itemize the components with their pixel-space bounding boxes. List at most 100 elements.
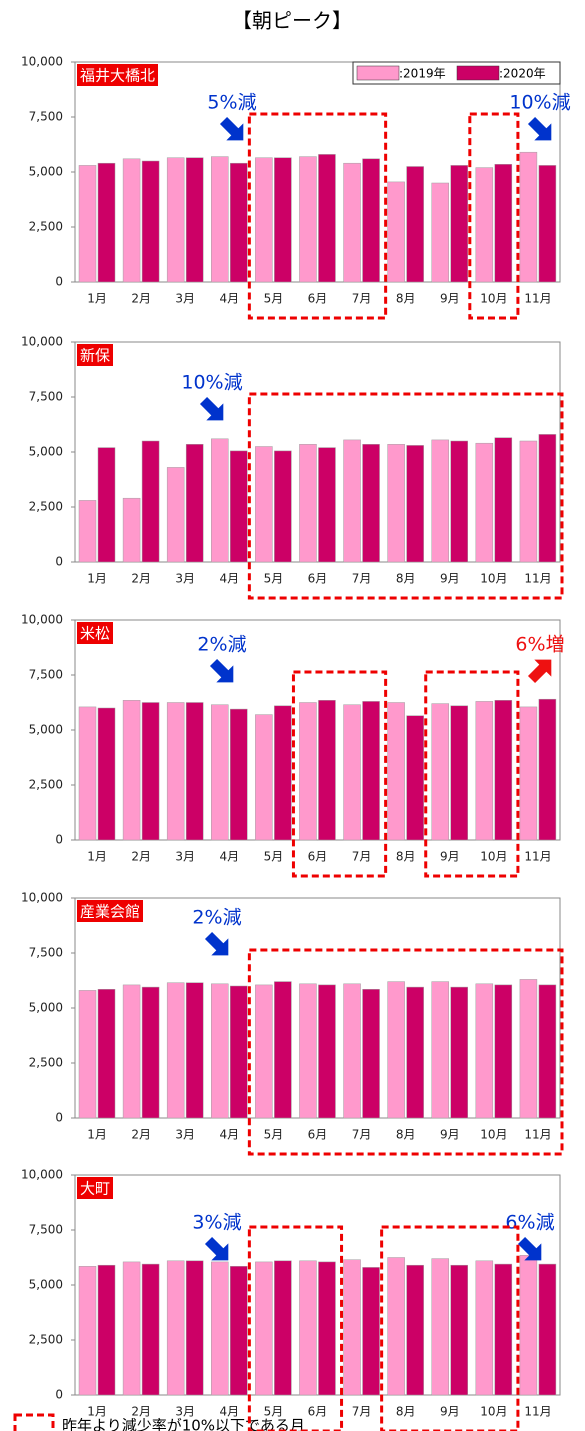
y-tick-label: 10,000 <box>21 613 63 627</box>
bar <box>318 154 336 283</box>
bar <box>343 1259 361 1396</box>
bar <box>211 1261 229 1396</box>
bar <box>387 181 405 283</box>
annotation: 2%減 <box>192 907 241 929</box>
x-tick-label: 4月 <box>219 850 239 864</box>
x-tick-label: 2月 <box>131 572 151 586</box>
y-tick-label: 0 <box>55 1388 63 1402</box>
x-tick-label: 8月 <box>396 292 416 306</box>
bar <box>185 702 204 841</box>
chart-name: 福井大橋北 <box>80 67 155 85</box>
arrow <box>209 658 234 683</box>
bar <box>494 700 513 841</box>
annotation: 10%減 <box>509 92 570 114</box>
arrow <box>517 1236 542 1261</box>
x-tick-label: 6月 <box>308 572 328 586</box>
bar <box>450 986 468 1119</box>
bar <box>343 162 361 283</box>
bar <box>431 1258 449 1396</box>
bar <box>78 500 97 563</box>
bar <box>97 707 116 841</box>
note: 昨年より減少率が10%以下である月 <box>62 1417 305 1431</box>
x-tick-label: 7月 <box>352 850 372 864</box>
x-tick-label: 4月 <box>219 1128 239 1142</box>
bar <box>343 983 361 1119</box>
bar <box>387 702 405 841</box>
bar <box>185 444 204 563</box>
bar <box>494 984 513 1119</box>
chart-name: 大町 <box>80 1180 110 1198</box>
bar <box>406 166 424 283</box>
bar <box>274 450 292 563</box>
bar <box>255 714 273 841</box>
x-tick-label: 6月 <box>308 292 328 306</box>
y-tick-label: 5,000 <box>29 165 63 179</box>
bar <box>97 447 116 563</box>
name-bg <box>77 622 113 644</box>
bar <box>97 1264 116 1396</box>
x-tick-label: 10月 <box>480 1128 507 1142</box>
bar <box>230 162 248 283</box>
annotation: 6%増 <box>515 634 564 656</box>
bar <box>519 1255 538 1396</box>
x-tick-label: 6月 <box>308 1405 328 1419</box>
y-tick-label: 0 <box>55 275 63 289</box>
bar <box>274 705 292 841</box>
bar <box>255 984 273 1119</box>
x-tick-label: 8月 <box>396 1128 416 1142</box>
x-tick-label: 8月 <box>396 850 416 864</box>
annotation: 2%減 <box>197 634 246 656</box>
arrow <box>527 659 552 684</box>
y-tick-label: 10,000 <box>21 55 63 69</box>
annotation: 10%減 <box>181 372 242 394</box>
bar <box>519 979 538 1119</box>
x-tick-label: 7月 <box>352 1128 372 1142</box>
bar <box>230 450 248 563</box>
x-tick-label: 1月 <box>87 572 107 586</box>
y-tick-label: 2,500 <box>29 1056 63 1070</box>
x-tick-label: 3月 <box>175 572 195 586</box>
bar <box>318 447 336 563</box>
x-tick-label: 10月 <box>480 1405 507 1419</box>
x-tick-label: 11月 <box>524 1128 551 1142</box>
bar <box>387 1257 405 1396</box>
y-tick-label: 10,000 <box>21 335 63 349</box>
x-tick-label: 11月 <box>524 850 551 864</box>
x-tick-label: 9月 <box>440 572 460 586</box>
annotation: 6%減 <box>505 1212 554 1234</box>
bar <box>318 1261 336 1396</box>
bar <box>343 439 361 563</box>
name-bg <box>77 344 113 366</box>
annotation: 5%減 <box>207 92 256 114</box>
bar <box>475 1260 494 1396</box>
arrow <box>204 1236 229 1261</box>
bar <box>299 1260 317 1396</box>
bar <box>494 164 513 283</box>
chart-name: 産業会館 <box>80 903 140 921</box>
bar <box>78 165 97 283</box>
y-tick-label: 7,500 <box>29 668 63 682</box>
bar <box>78 1266 97 1396</box>
bar <box>211 704 229 841</box>
x-tick-label: 3月 <box>175 1128 195 1142</box>
bar <box>78 990 97 1119</box>
legend-swatch <box>356 65 400 81</box>
bar <box>299 444 317 563</box>
bar <box>362 158 380 283</box>
bar <box>475 442 494 563</box>
legend-box <box>352 61 561 85</box>
bar <box>431 439 449 563</box>
bar <box>185 157 204 283</box>
bar <box>519 440 538 563</box>
x-tick-label: 2月 <box>131 292 151 306</box>
y-tick-label: 10,000 <box>21 891 63 905</box>
x-tick-label: 6月 <box>308 850 328 864</box>
x-tick-label: 7月 <box>352 572 372 586</box>
y-tick-label: 7,500 <box>29 1223 63 1237</box>
bar <box>362 1267 380 1396</box>
x-tick-label: 9月 <box>440 1128 460 1142</box>
x-tick-label: 5月 <box>264 850 284 864</box>
bar <box>431 182 449 283</box>
y-tick-label: 0 <box>55 833 63 847</box>
bar <box>494 437 513 563</box>
